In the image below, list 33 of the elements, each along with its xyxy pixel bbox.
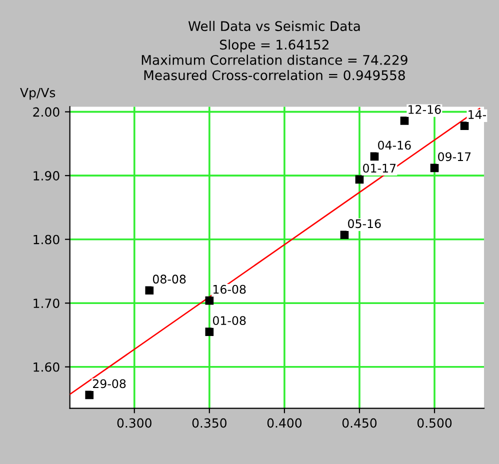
y-tick-label: 1.80 [34,234,60,244]
annotation: 14- [468,110,486,119]
y-tick-label: 1.90 [34,171,60,181]
point [430,164,439,172]
point [370,152,379,161]
point [355,175,364,184]
annotation: 12-16 [408,105,441,114]
chart-title: Well Data vs Seismic Data [188,20,360,32]
point [205,328,214,336]
annotation: 16-08 [213,284,246,294]
point [400,116,409,125]
point [340,230,349,240]
x-tick-label: 0.350 [192,418,226,428]
y-axis-title: Vp/Vs [20,88,56,100]
point [460,122,469,130]
annotation: 01-17 [363,164,396,173]
annotation: 01-08 [212,316,246,326]
annotation: 09-17 [438,152,471,162]
x-tick-label: 0.300 [117,418,152,428]
x-tick-label: 0.450 [342,418,377,428]
annotation: 04-16 [378,140,411,150]
point [85,390,94,400]
y-tick-label: 1.70 [34,298,60,308]
y-tick-label: 1.60 [34,362,60,372]
point [205,296,214,305]
x-tick-label: 0.400 [267,418,302,428]
annotation: 05-16 [348,219,381,228]
x-tick-label: 0.500 [417,418,452,428]
point [145,286,154,295]
y-tick-label: 2.00 [33,107,60,117]
chart-subtitle: Slope = 1.64152 Maximum Correlation distance = 74.229 Measured Cross-correlation = 0.949558 [142,39,408,80]
annotation: 29-08 [93,379,126,388]
annotation: 08-08 [152,274,186,284]
